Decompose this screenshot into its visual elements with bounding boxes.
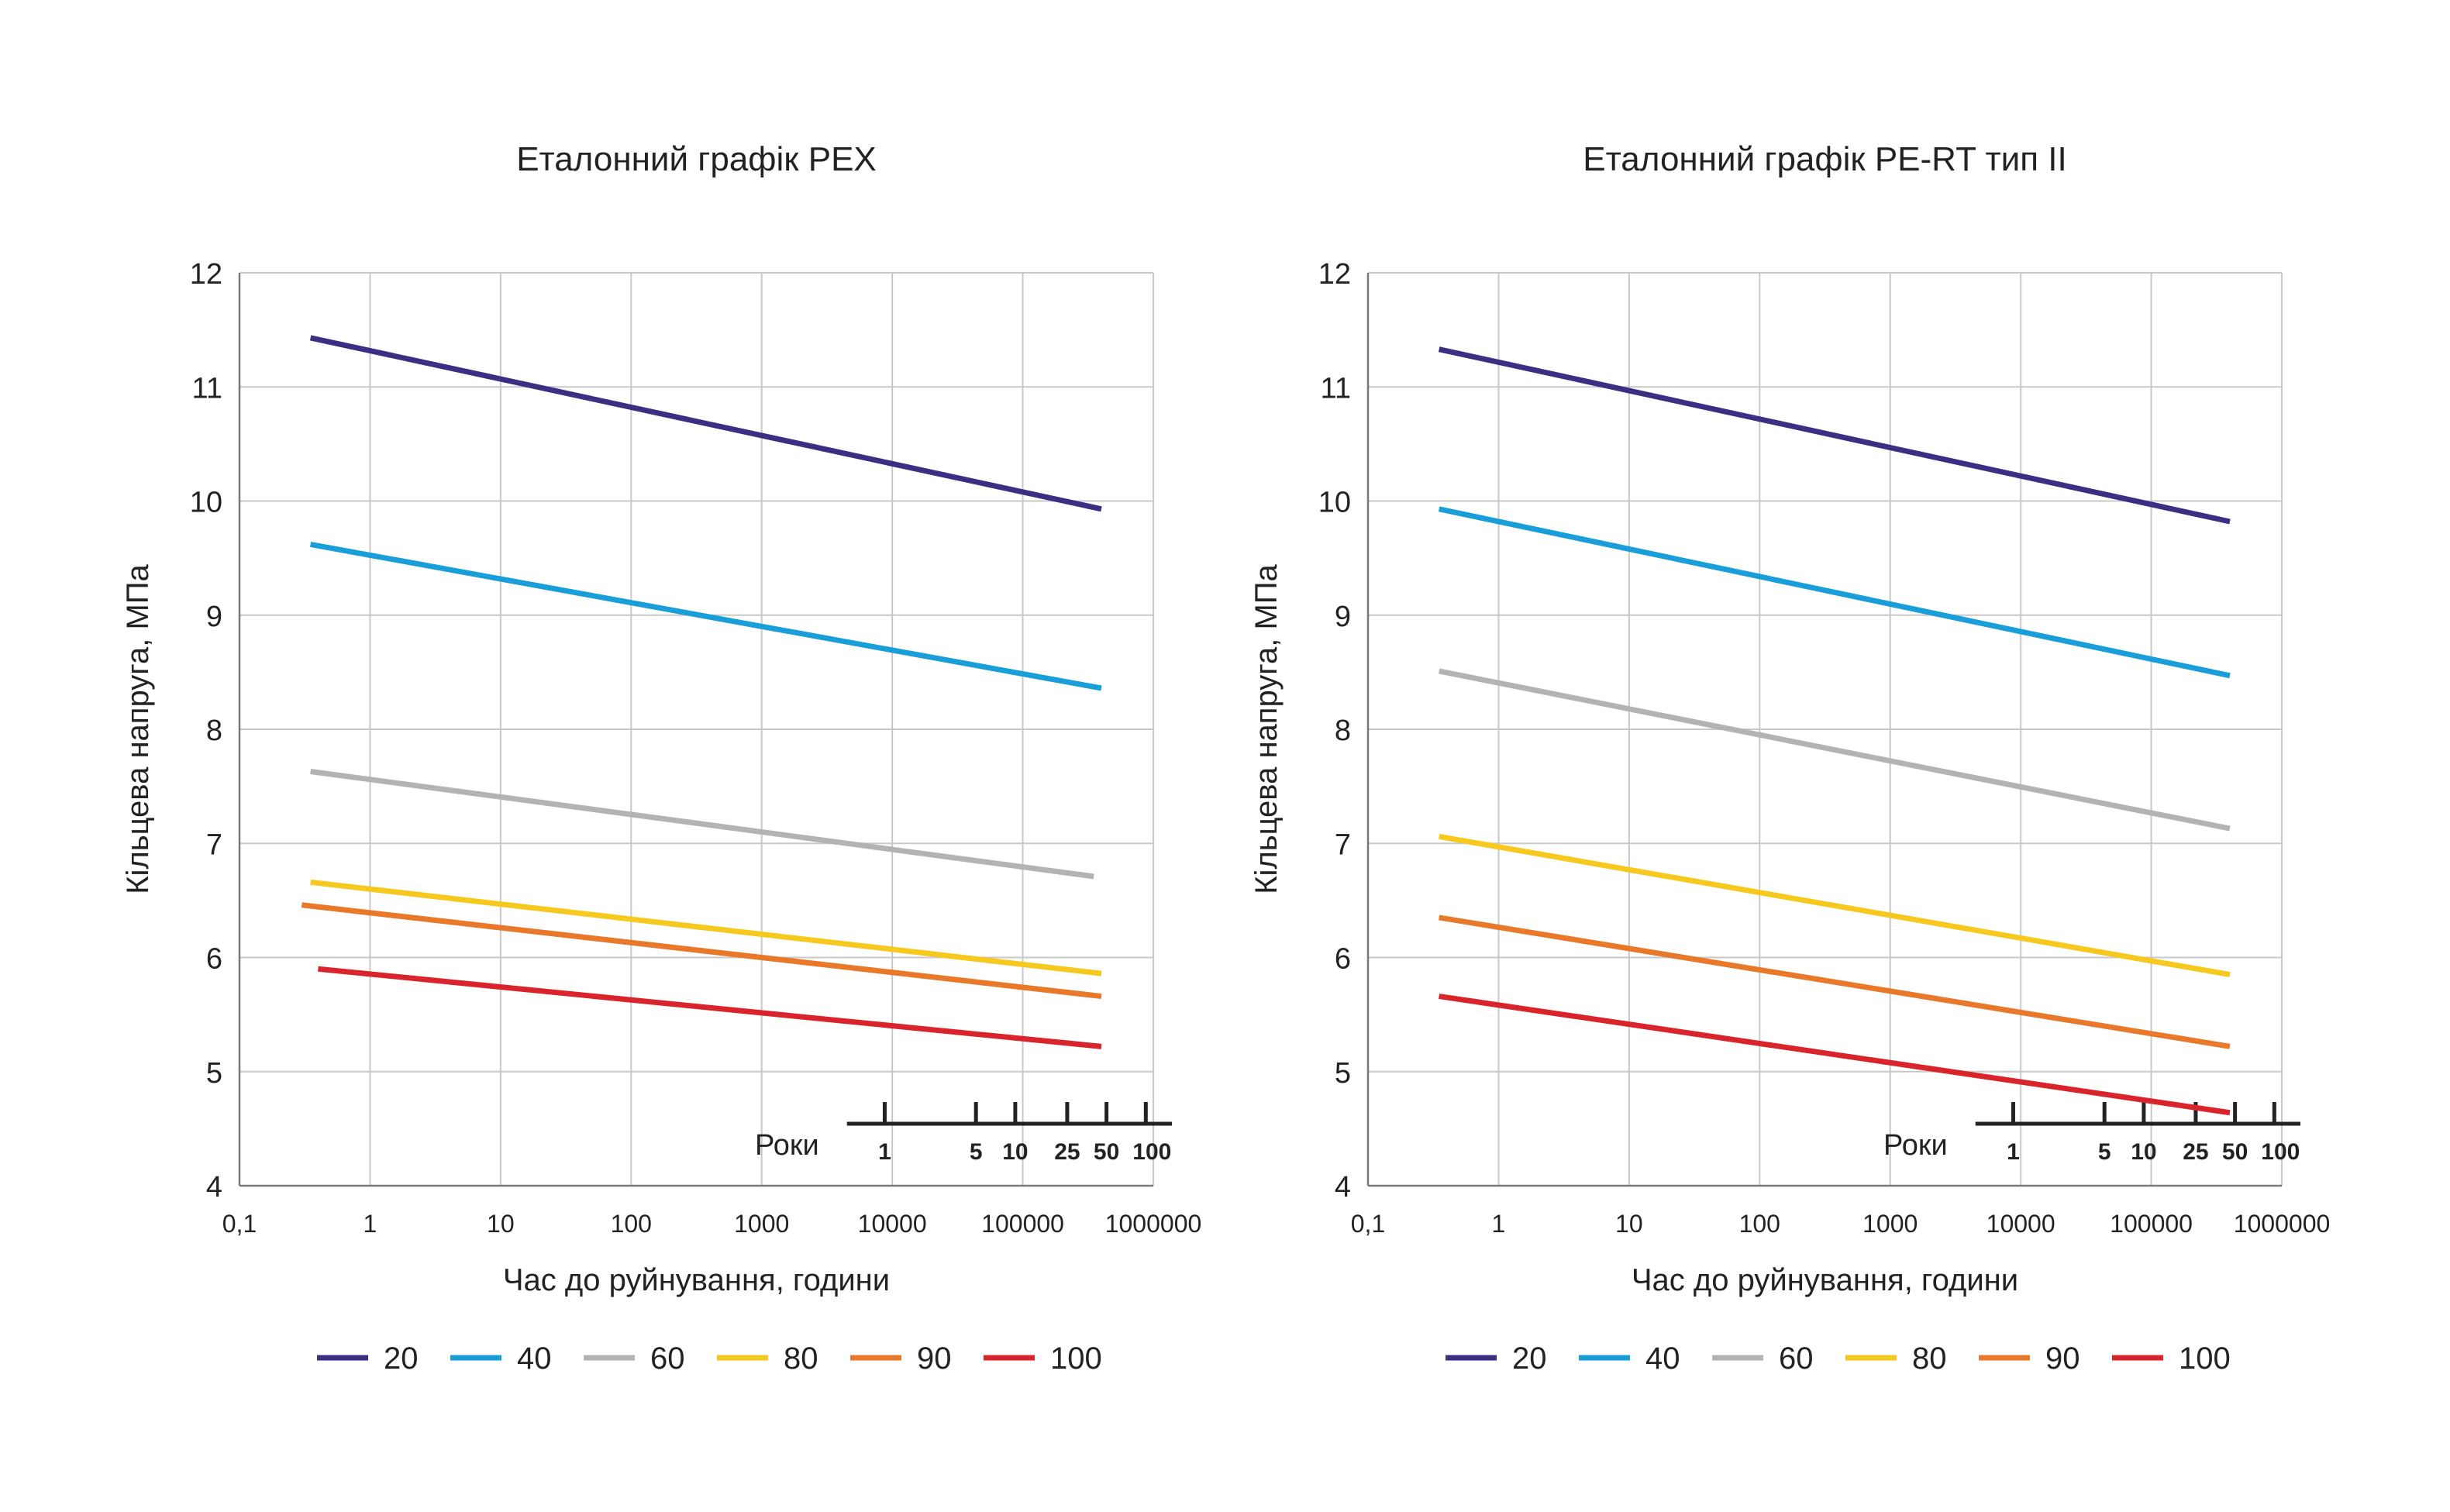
y-tick-label: 8 bbox=[1335, 715, 1351, 747]
y-tick-label: 5 bbox=[206, 1057, 222, 1090]
y-axis-label: Кільцева напруга, МПа bbox=[1249, 563, 1284, 894]
y-tick-label: 11 bbox=[192, 372, 222, 405]
y-tick-label: 4 bbox=[206, 1171, 222, 1204]
series-line-90 bbox=[1439, 914, 2231, 1049]
chart-panel-2: Еталонний графік PE-RT тип II45678910111… bbox=[1249, 140, 2330, 1376]
series-line-20 bbox=[309, 335, 1102, 512]
years-tick-label: 25 bbox=[2183, 1139, 2208, 1165]
y-tick-label: 9 bbox=[1335, 601, 1351, 633]
years-tick-label: 100 bbox=[2261, 1139, 2300, 1165]
legend: 20 40 60 80 90 100 bbox=[1446, 1342, 2231, 1376]
legend-label: 60 bbox=[650, 1342, 685, 1376]
y-tick-label: 5 bbox=[1335, 1057, 1351, 1090]
x-tick-label: 1000 bbox=[734, 1210, 789, 1238]
years-axis-label: Роки bbox=[755, 1129, 819, 1162]
series-line-40 bbox=[1438, 506, 2231, 679]
series-line-60 bbox=[1438, 668, 2231, 832]
y-tick-label: 9 bbox=[206, 601, 222, 633]
years-tick-label: 1 bbox=[878, 1139, 891, 1165]
years-tick-label: 50 bbox=[2222, 1139, 2248, 1165]
series-line-100 bbox=[318, 966, 1102, 1049]
gridlines bbox=[239, 272, 1154, 1186]
x-tick-label: 1 bbox=[1492, 1210, 1506, 1238]
years-tick-label: 100 bbox=[1132, 1139, 1171, 1165]
gridlines bbox=[1368, 272, 2283, 1186]
x-tick-label: 100000 bbox=[981, 1210, 1064, 1238]
y-tick-label: 6 bbox=[1335, 943, 1351, 976]
legend-label: 20 bbox=[1512, 1342, 1547, 1376]
y-tick-label: 10 bbox=[1318, 487, 1351, 519]
years-tick-label: 10 bbox=[2131, 1139, 2156, 1165]
series-line-80 bbox=[1439, 833, 2231, 978]
x-tick-label: 10 bbox=[1615, 1210, 1643, 1238]
years-tick-label: 50 bbox=[1094, 1139, 1119, 1165]
years-tick-label: 10 bbox=[1002, 1139, 1028, 1165]
y-tick-label: 12 bbox=[1318, 258, 1351, 291]
legend-label: 20 bbox=[384, 1342, 419, 1376]
y-tick-label: 8 bbox=[206, 715, 222, 747]
years-tick-label: 5 bbox=[2098, 1139, 2111, 1165]
y-tick-label: 10 bbox=[190, 487, 222, 519]
years-axis: 1 5 10 25 50 100 Роки bbox=[1883, 1102, 2300, 1165]
y-tick-label: 7 bbox=[1335, 828, 1351, 861]
legend-label: 80 bbox=[784, 1342, 818, 1376]
years-tick-label: 5 bbox=[970, 1139, 983, 1165]
y-tick-label: 4 bbox=[1335, 1171, 1351, 1204]
legend-label: 80 bbox=[1912, 1342, 1947, 1376]
x-tick-label: 100 bbox=[611, 1210, 652, 1238]
y-tick-label: 7 bbox=[206, 828, 222, 861]
x-tick-label: 10 bbox=[487, 1210, 515, 1238]
legend-label: 90 bbox=[2045, 1342, 2080, 1376]
x-tick-label: 0,1 bbox=[1351, 1210, 1385, 1238]
years-axis-label: Роки bbox=[1883, 1129, 1948, 1162]
x-tick-label: 10000 bbox=[858, 1210, 927, 1238]
years-axis: 1 5 10 25 50 100 Роки bbox=[755, 1102, 1172, 1165]
years-tick-label: 1 bbox=[2007, 1139, 2020, 1165]
series-line-90 bbox=[301, 902, 1102, 1000]
legend: 20 40 60 80 90 100 bbox=[317, 1342, 1102, 1376]
chart-panel-1: Еталонний графік PEX 4 5 6 7 8 9 10 11 12 0,1 1 10 10… bbox=[121, 140, 1201, 1376]
series-line-40 bbox=[310, 542, 1102, 691]
legend-label: 100 bbox=[1050, 1342, 1102, 1376]
chart-title: Еталонний графік PE-RT тип II bbox=[1583, 140, 2066, 178]
x-tick-label: 10000 bbox=[1987, 1210, 2055, 1238]
series-line-80 bbox=[310, 879, 1102, 976]
x-tick-label: 100 bbox=[1739, 1210, 1780, 1238]
x-tick-label: 1000 bbox=[1862, 1210, 1918, 1238]
x-tick-label: 1000000 bbox=[2234, 1210, 2331, 1238]
series-line-100 bbox=[1439, 994, 2231, 1116]
x-axis-label: Час до руйнування, години bbox=[1632, 1263, 2018, 1297]
x-tick-label: 0,1 bbox=[222, 1210, 257, 1238]
series-line-20 bbox=[1438, 346, 2231, 525]
y-tick-label: 6 bbox=[206, 943, 222, 976]
y-axis-label: Кільцева напруга, МПа bbox=[121, 563, 155, 894]
legend-label: 60 bbox=[1779, 1342, 1814, 1376]
x-tick-label: 1000000 bbox=[1105, 1210, 1202, 1238]
chart-title: Еталонний графік PEX bbox=[516, 140, 877, 178]
x-tick-label: 100000 bbox=[2110, 1210, 2193, 1238]
y-tick-label: 11 bbox=[1321, 372, 1351, 405]
legend-label: 90 bbox=[917, 1342, 952, 1376]
series-line-60 bbox=[310, 769, 1094, 880]
y-tick-label: 12 bbox=[190, 258, 222, 291]
x-tick-label: 1 bbox=[364, 1210, 377, 1238]
legend-label: 100 bbox=[2179, 1342, 2231, 1376]
legend-label: 40 bbox=[517, 1342, 552, 1376]
x-axis-label: Час до руйнування, години bbox=[503, 1263, 890, 1297]
legend-label: 40 bbox=[1645, 1342, 1680, 1376]
years-tick-label: 25 bbox=[1054, 1139, 1080, 1165]
